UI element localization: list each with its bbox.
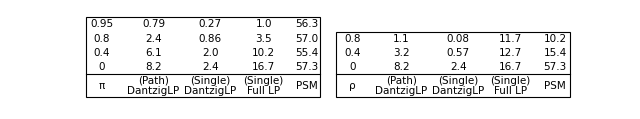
Text: 8.2: 8.2 xyxy=(394,62,410,72)
Text: 0.27: 0.27 xyxy=(198,20,222,30)
Text: 12.7: 12.7 xyxy=(499,48,522,58)
Text: 2.0: 2.0 xyxy=(202,48,218,58)
Text: 0.4: 0.4 xyxy=(93,48,110,58)
Text: DantzigLP: DantzigLP xyxy=(376,86,428,96)
Text: π: π xyxy=(99,81,105,91)
Text: 57.0: 57.0 xyxy=(296,34,319,44)
Text: 2.4: 2.4 xyxy=(450,62,467,72)
Text: 0.57: 0.57 xyxy=(447,48,470,58)
Text: ρ: ρ xyxy=(349,81,356,91)
Text: 2.4: 2.4 xyxy=(202,62,218,72)
Text: 57.3: 57.3 xyxy=(543,62,566,72)
Text: Full LP: Full LP xyxy=(493,86,527,96)
Text: 2.4: 2.4 xyxy=(145,34,162,44)
Text: (Single): (Single) xyxy=(438,76,478,86)
Text: (Path): (Path) xyxy=(386,76,417,86)
Text: 56.3: 56.3 xyxy=(296,20,319,30)
Text: 3.5: 3.5 xyxy=(255,34,272,44)
Text: 16.7: 16.7 xyxy=(499,62,522,72)
Text: (Single): (Single) xyxy=(190,76,230,86)
Text: DantzigLP: DantzigLP xyxy=(184,86,236,96)
Text: 6.1: 6.1 xyxy=(145,48,162,58)
Text: (Path): (Path) xyxy=(138,76,169,86)
Text: 10.2: 10.2 xyxy=(252,48,275,58)
Text: PSM: PSM xyxy=(296,81,318,91)
Text: 0.79: 0.79 xyxy=(142,20,165,30)
Text: 0.86: 0.86 xyxy=(198,34,222,44)
Text: 0.08: 0.08 xyxy=(447,34,470,44)
Text: DantzigLP: DantzigLP xyxy=(127,86,180,96)
Text: 8.2: 8.2 xyxy=(145,62,162,72)
Text: Full LP: Full LP xyxy=(247,86,280,96)
Text: 0.8: 0.8 xyxy=(344,34,361,44)
Text: 0.8: 0.8 xyxy=(93,34,110,44)
Text: 15.4: 15.4 xyxy=(543,48,566,58)
Bar xyxy=(86,17,320,97)
Text: 1.1: 1.1 xyxy=(394,34,410,44)
Bar xyxy=(336,32,570,97)
Text: 0: 0 xyxy=(349,62,356,72)
Text: 0.95: 0.95 xyxy=(90,20,113,30)
Text: 0: 0 xyxy=(99,62,105,72)
Text: 11.7: 11.7 xyxy=(499,34,522,44)
Text: 1.0: 1.0 xyxy=(255,20,272,30)
Text: 57.3: 57.3 xyxy=(296,62,319,72)
Text: (Single): (Single) xyxy=(490,76,531,86)
Text: PSM: PSM xyxy=(544,81,566,91)
Text: 0.4: 0.4 xyxy=(344,48,361,58)
Text: 55.4: 55.4 xyxy=(296,48,319,58)
Text: 3.2: 3.2 xyxy=(394,48,410,58)
Text: DantzigLP: DantzigLP xyxy=(432,86,484,96)
Text: 10.2: 10.2 xyxy=(543,34,566,44)
Text: (Single): (Single) xyxy=(244,76,284,86)
Text: 16.7: 16.7 xyxy=(252,62,275,72)
